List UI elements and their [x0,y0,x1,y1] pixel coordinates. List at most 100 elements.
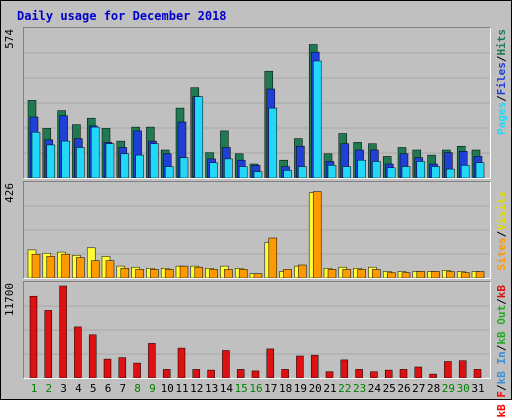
day-label: 29 [441,382,456,395]
bar-pages [120,153,130,178]
legend-sites: Sites [495,237,508,271]
day-label: 28 [426,382,441,395]
day-label: 2 [45,382,53,395]
bar-sites [164,269,174,278]
bar-sites [327,269,337,278]
bar-kbytes [310,354,319,378]
legend-files: Files [495,62,508,96]
legend-visits: Visits [495,191,508,231]
bar-pages [342,166,352,178]
bar-kbytes [148,343,156,378]
day-label: 21 [323,382,337,395]
legend-hits: Hits [495,29,508,56]
hits-files-pages-panel [23,27,491,179]
mid-panel-legend: Sites/Visits [495,191,508,271]
bar-sites [372,269,381,278]
bar-pages [386,167,396,178]
day-label: 8 [134,382,141,395]
bar-sites [194,266,204,278]
day-label: 25 [382,382,396,395]
hits-files-pages-plot [24,44,490,178]
bar-pages [372,161,381,178]
day-label: 3 [60,382,67,395]
bar-kbytes [88,334,97,378]
bar-kbytes [384,369,393,378]
bar-sites [253,273,263,278]
bar-kbytes [444,361,452,378]
top-panel-ymax: 574 [3,29,16,49]
day-label: 27 [412,382,426,395]
top-panel-legend: Pages/Files/Hits [495,29,508,135]
bar-kbytes [414,366,423,378]
bar-kbytes [473,369,482,378]
day-label: 18 [278,382,293,395]
bar-sites [386,272,396,278]
bar-kbytes [429,373,437,378]
day-label: 19 [293,382,308,395]
bar-kbytes [251,370,260,378]
bar-pages [224,158,233,178]
bar-pages [446,168,455,178]
bar-sites [238,269,248,278]
bar-kbytes [266,348,275,378]
bar-sites [90,260,100,278]
bar-sites [431,271,440,278]
bar-pages [90,126,100,178]
bar-sites [283,269,292,278]
day-label: 16 [249,382,263,395]
bar-sites [416,271,426,278]
day-label: 30 [456,382,470,395]
bar-pages [135,154,144,178]
bar-pages [460,165,470,178]
day-label: 5 [89,382,97,395]
bar-kbytes [103,358,112,378]
visits-sites-plot [24,191,490,278]
bar-files [177,121,187,178]
bar-kbytes [340,359,349,378]
bar-pages [150,143,159,178]
bar-sites [31,253,41,278]
bar-sites [105,260,115,278]
bar-pages [238,166,248,178]
day-label: 20 [308,382,322,395]
bar-kbytes [177,347,186,378]
bar-pages [179,157,189,178]
bar-kbytes [236,369,245,378]
bar-sites [298,264,307,278]
bar-kbytes [118,357,127,378]
day-label: 17 [264,382,278,395]
bar-pages [298,166,307,178]
bar-pages [194,96,204,178]
day-label: 15 [234,382,248,395]
bar-kbytes [74,326,82,378]
bar-sites [150,269,159,278]
bar-sites [357,269,366,278]
day-label: 26 [397,382,411,395]
bar-sites [268,237,278,278]
bar-pages [164,166,174,178]
bar-pages [357,159,366,178]
bar-sites [120,268,130,278]
day-label: 7 [119,382,127,395]
mid-panel-ymax: 426 [3,183,16,203]
bar-pages [327,165,337,178]
bar-kbytes [44,310,53,378]
bar-pages [46,144,56,178]
bar-pages [283,170,292,178]
bar-files [399,153,409,178]
bar-sites [460,272,470,278]
bar-kbytes [59,285,67,378]
day-label: 1 [30,382,38,395]
bar-pages [209,162,218,178]
day-label: 14 [219,382,234,395]
kbytes-panel [23,281,491,379]
bar-pages [105,143,115,178]
bar-kbytes [281,369,289,378]
bar-sites [475,271,485,278]
bar-kbytes [399,369,408,378]
chart-title: Daily usage for December 2018 [17,9,227,23]
bar-files [162,153,172,178]
bar-kbytes [325,371,334,378]
bar-pages [268,107,278,178]
